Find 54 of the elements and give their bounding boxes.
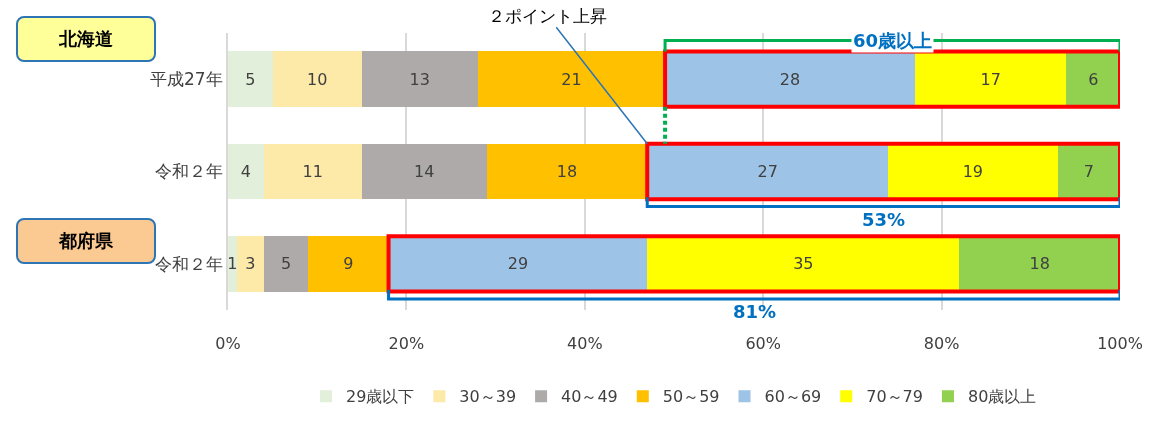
data-label: 18 bbox=[1029, 254, 1050, 274]
bar bbox=[959, 236, 1120, 292]
data-label: 5 bbox=[280, 254, 292, 274]
bar bbox=[263, 236, 309, 292]
bar bbox=[228, 143, 264, 200]
x-tick-label: 0% bbox=[215, 334, 241, 353]
y-tick-label: 令和２年 bbox=[154, 161, 223, 182]
group-label: 都府県 bbox=[16, 218, 156, 264]
data-label: 6 bbox=[1088, 69, 1099, 89]
annotation: 81% bbox=[733, 301, 777, 322]
bar bbox=[263, 143, 362, 200]
data-label: 29 bbox=[507, 254, 529, 274]
data-label: 13 bbox=[409, 69, 430, 89]
data-label: 3 bbox=[245, 254, 256, 274]
data-label: 18 bbox=[556, 162, 578, 181]
data-label: 1 bbox=[227, 254, 238, 274]
x-tick-label: 100% bbox=[1097, 334, 1143, 353]
data-label: 5 bbox=[245, 69, 256, 89]
legend-label: 60～69 bbox=[764, 387, 822, 407]
bar bbox=[361, 51, 478, 107]
data-label: 35 bbox=[793, 254, 814, 274]
x-tick-label: 80% bbox=[923, 334, 960, 353]
annotation: ２ポイント上昇 bbox=[488, 6, 607, 26]
legend-label: 80歳以上 bbox=[967, 387, 1037, 407]
data-label: 14 bbox=[414, 162, 435, 181]
x-tick-label: 20% bbox=[388, 334, 425, 353]
bar bbox=[308, 236, 389, 292]
bar bbox=[228, 51, 273, 107]
bar bbox=[228, 236, 237, 292]
y-tick-label: 平成27年 bbox=[149, 69, 223, 90]
data-label: 11 bbox=[302, 162, 323, 181]
legend-label: 30～39 bbox=[459, 387, 517, 407]
bar bbox=[272, 51, 362, 107]
data-label: 17 bbox=[980, 69, 1001, 89]
group-label: 北海道 bbox=[16, 16, 156, 62]
data-label: 19 bbox=[962, 162, 983, 181]
annotation: 60歳以上 bbox=[853, 30, 933, 51]
x-tick-label: 40% bbox=[567, 334, 603, 353]
y-tick-label: 令和２年 bbox=[154, 253, 223, 274]
annotation: 53% bbox=[862, 209, 906, 230]
data-label: 7 bbox=[1083, 162, 1094, 181]
bar bbox=[361, 143, 487, 200]
bar bbox=[236, 236, 264, 292]
x-tick-label: 60% bbox=[745, 334, 781, 353]
data-label: 4 bbox=[240, 162, 251, 181]
legend-label: 29歳以下 bbox=[346, 387, 415, 407]
legend-label: 70～79 bbox=[866, 387, 923, 407]
legend-label: 40～49 bbox=[561, 387, 618, 407]
data-label: 27 bbox=[757, 162, 778, 181]
data-label: 21 bbox=[561, 69, 582, 89]
data-label: 28 bbox=[779, 69, 801, 89]
data-label: 10 bbox=[307, 69, 328, 89]
data-label: 9 bbox=[343, 254, 354, 274]
legend-label: 50～59 bbox=[662, 387, 720, 407]
